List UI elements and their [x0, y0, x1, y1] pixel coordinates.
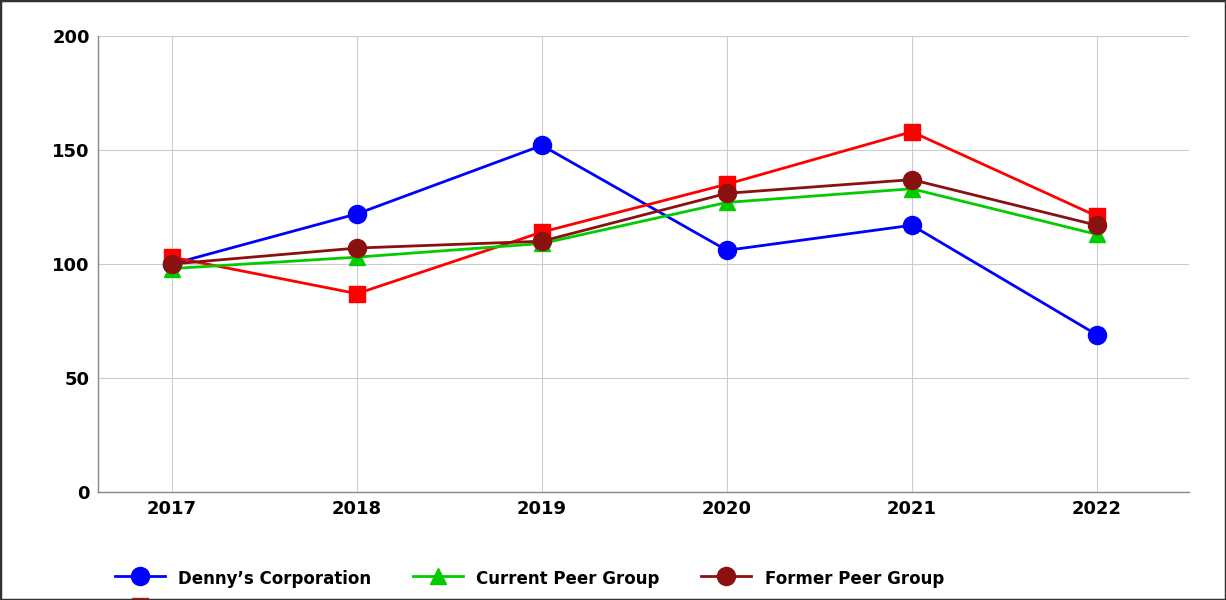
Legend: Denny’s Corporation, Russell 2000 Index, Current Peer Group, Former Peer Group: Denny’s Corporation, Russell 2000 Index,…: [107, 560, 953, 600]
